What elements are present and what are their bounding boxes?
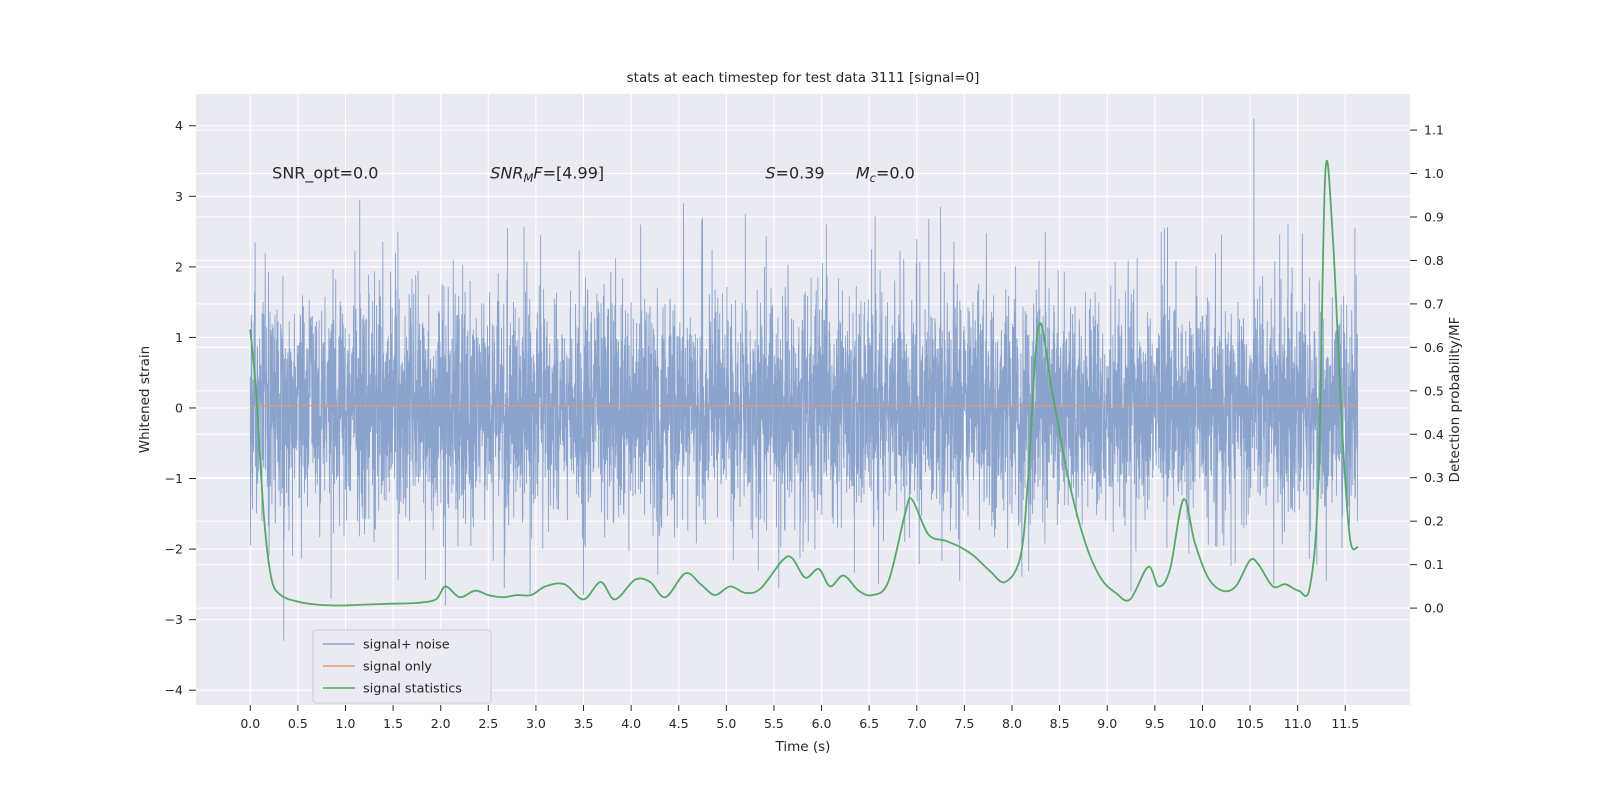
y-right-tick-label: 0.4 (1424, 427, 1444, 442)
y-left-tick-label: 0 (175, 400, 183, 415)
legend-label: signal only (363, 660, 432, 675)
y-right-tick-label: 0.1 (1424, 557, 1444, 572)
y-axis-label-left: Whitened strain (137, 346, 153, 453)
y-right-tick-label: 1.1 (1424, 123, 1444, 138)
x-tick-label: 2.5 (478, 716, 498, 731)
x-tick-label: 4.5 (669, 716, 689, 731)
x-tick-label: 9.0 (1097, 716, 1117, 731)
x-tick-label: 1.0 (336, 716, 356, 731)
x-tick-label: 7.5 (954, 716, 974, 731)
legend-label: signal statistics (363, 682, 462, 697)
y-left-tick-label: 1 (175, 330, 183, 345)
tick-labels: 0.0 0.5 1.0 1.5 2.0 2.5 3.0 3.5 4.0 4.5 5.0 5.5 6.0 6… (165, 118, 1444, 731)
x-tick-label: 4.0 (621, 716, 641, 731)
y-right-tick-label: 0.0 (1424, 601, 1444, 616)
annotation-2: S=0.39 (765, 164, 824, 183)
y-right-tick-label: 0.2 (1424, 514, 1444, 529)
annotation-1: SNRMF=[4.99] (490, 164, 604, 186)
x-tick-label: 6.0 (812, 716, 832, 731)
annotation-0: SNR_opt=0.0 (272, 164, 378, 184)
legend-label: signal+ noise (363, 638, 450, 653)
x-tick-label: 8.5 (1050, 716, 1070, 731)
y-left-tick-label: −4 (165, 683, 183, 698)
x-axis-label: Time (s) (775, 739, 831, 755)
y-axis-label-right: Detection probability/MF (1447, 317, 1463, 483)
signal-plus-noise-series (249, 118, 1359, 641)
y-left-tick-label: 3 (175, 189, 183, 204)
x-tick-label: 6.5 (859, 716, 879, 731)
x-tick-label: 5.5 (764, 716, 784, 731)
x-tick-label: 11.0 (1284, 716, 1312, 731)
signal-statistics-series (249, 159, 1359, 607)
y-right-tick-label: 0.5 (1424, 383, 1444, 398)
x-tick-label: 11.5 (1331, 716, 1359, 731)
tick-marks (189, 125, 1417, 711)
x-tick-label: 3.5 (574, 716, 594, 731)
y-left-tick-label: −1 (165, 471, 183, 486)
x-tick-label: 0.5 (288, 716, 308, 731)
x-tick-label: 8.0 (1002, 716, 1022, 731)
y-left-tick-label: −3 (165, 612, 183, 627)
y-left-tick-label: 2 (175, 259, 183, 274)
legend-frame (312, 629, 492, 704)
x-tick-label: 10.5 (1236, 716, 1264, 731)
chart-title: stats at each timestep for test data 311… (627, 70, 980, 86)
x-tick-label: 2.0 (431, 716, 451, 731)
y-right-tick-label: 0.9 (1424, 209, 1444, 224)
y-left-tick-label: −2 (165, 542, 183, 557)
y-right-tick-label: 0.6 (1424, 340, 1444, 355)
x-tick-label: 9.5 (1145, 716, 1165, 731)
y-right-tick-label: 1.0 (1424, 166, 1444, 181)
x-tick-label: 5.0 (716, 716, 736, 731)
x-tick-label: 3.0 (526, 716, 546, 731)
y-left-tick-label: 4 (175, 118, 183, 133)
annotations: SNR_opt=0.0 SNRMF=[4.99] S=0.39 Mc=0.0 (272, 164, 915, 186)
legend: signal+ noise signal only signal statistic… (312, 629, 492, 704)
x-tick-label: 0.0 (240, 716, 260, 731)
annotation-3: Mc=0.0 (856, 164, 915, 186)
y-right-tick-label: 0.3 (1424, 470, 1444, 485)
x-tick-label: 10.0 (1189, 716, 1217, 731)
y-right-tick-label: 0.7 (1424, 296, 1444, 311)
x-tick-label: 1.5 (383, 716, 403, 731)
y-right-tick-label: 0.8 (1424, 253, 1444, 268)
x-tick-label: 7.0 (907, 716, 927, 731)
